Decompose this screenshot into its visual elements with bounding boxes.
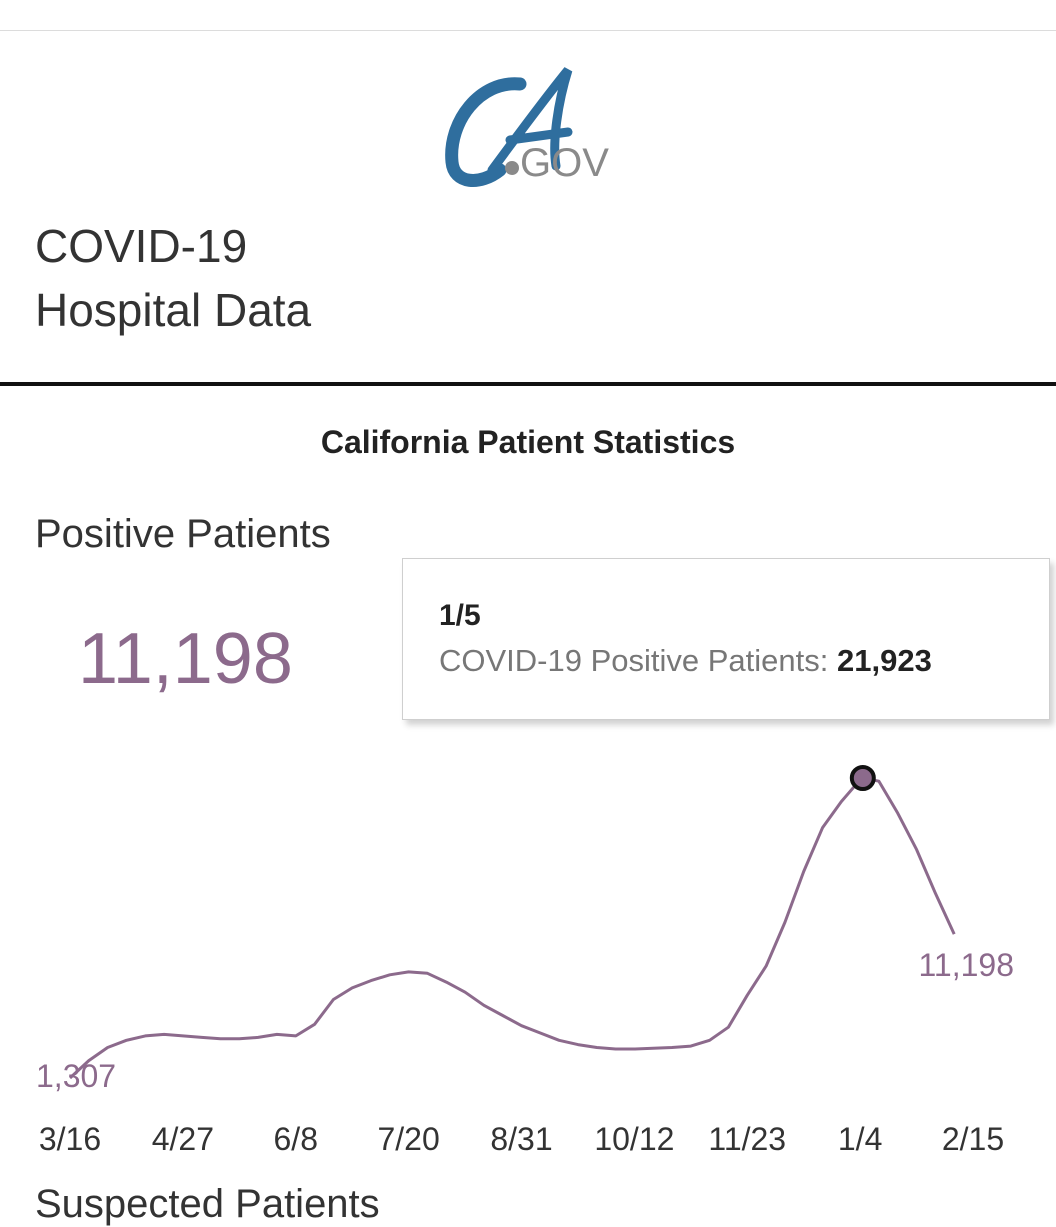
logo-dot — [505, 161, 519, 175]
page-title: COVID-19 Hospital Data — [35, 214, 311, 342]
tooltip-value: 21,923 — [837, 643, 932, 678]
tooltip-series-label: COVID-19 Positive Patients: — [439, 643, 829, 678]
series-line-positive-patients[interactable] — [68, 776, 956, 1080]
page-title-line2: Hospital Data — [35, 284, 312, 336]
positive-patients-chart[interactable]: 1,307 11,198 3/16 4/27 6/8 7/20 8/31 10/12 11/23… — [0, 0, 1056, 1180]
x-tick-label: 1/4 — [838, 1121, 882, 1157]
tooltip-line: COVID-19 Positive Patients: 21,923 — [439, 643, 932, 679]
x-tick-label: 4/27 — [152, 1121, 214, 1157]
x-tick-label: 11/23 — [708, 1121, 786, 1157]
next-section-label: Suspected Patients — [35, 1182, 380, 1226]
logo-a-stroke — [487, 67, 573, 175]
x-tick-label: 2/15 — [942, 1121, 1004, 1157]
logo-c-stroke — [445, 77, 527, 187]
header-divider — [0, 382, 1056, 386]
page-title-line1: COVID-19 — [35, 220, 248, 272]
top-divider — [0, 30, 1056, 31]
x-tick-label: 3/16 — [39, 1121, 101, 1157]
section-title: California Patient Statistics — [320, 424, 736, 460]
tooltip-date: 1/5 — [439, 599, 481, 632]
highlight-point[interactable] — [849, 765, 876, 791]
logo-gov-text: GOV — [520, 141, 609, 185]
x-tick-label: 6/8 — [274, 1121, 318, 1157]
start-value-label: 1,307 — [36, 1058, 116, 1094]
end-value-label: 11,198 — [919, 947, 1015, 983]
chart-tooltip: 1/5 COVID-19 Positive Patients: 21,923 — [402, 558, 1050, 720]
metric-value: 11,198 — [78, 619, 293, 699]
metric-label: Positive Patients — [35, 512, 331, 556]
ca-gov-logo[interactable]: GOV — [440, 62, 620, 192]
x-tick-label: 8/31 — [490, 1121, 552, 1157]
x-tick-label: 7/20 — [377, 1121, 439, 1157]
x-tick-label: 10/12 — [594, 1121, 674, 1157]
